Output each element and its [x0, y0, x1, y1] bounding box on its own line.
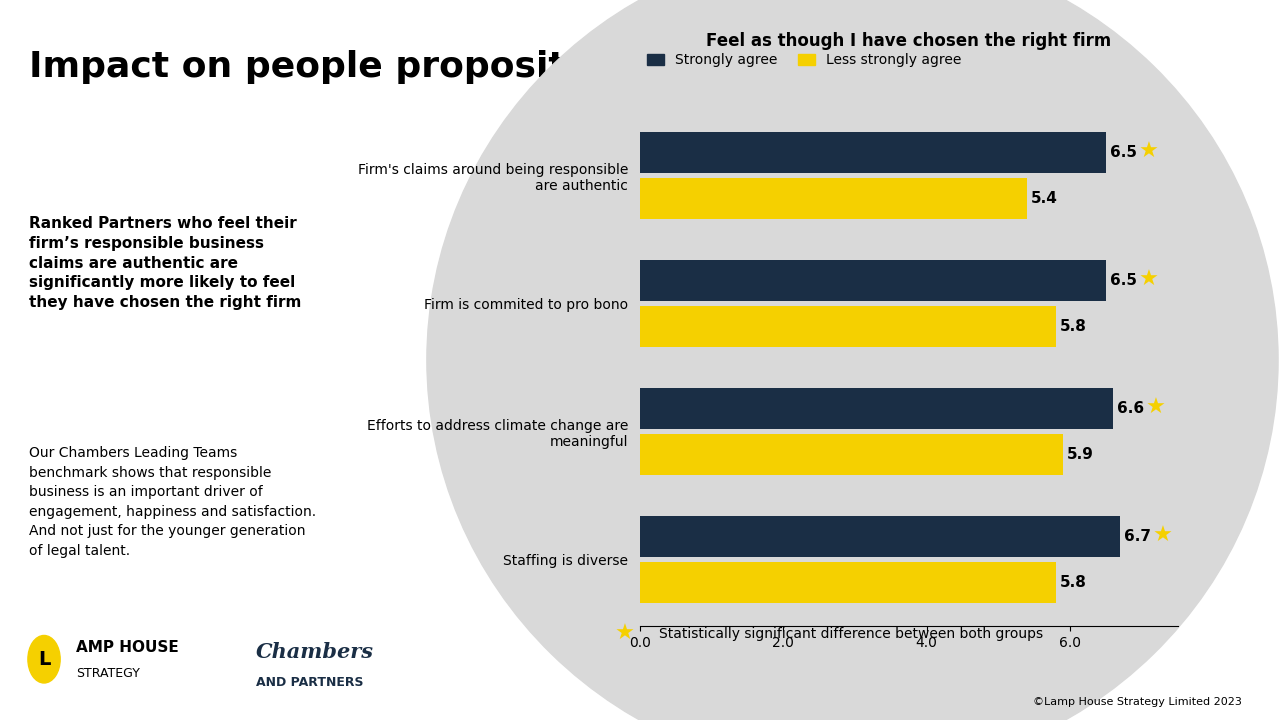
Bar [640, 562, 1056, 603]
Legend: Strongly agree, Less strongly agree: Strongly agree, Less strongly agree [641, 48, 966, 73]
Text: Ranked Partners who feel their
firm’s responsible business
claims are authentic : Ranked Partners who feel their firm’s re… [29, 216, 302, 310]
Text: 5.4: 5.4 [1030, 191, 1057, 206]
Text: 6.7: 6.7 [1124, 528, 1151, 544]
Bar [640, 516, 1120, 557]
Text: ©Lamp House Strategy Limited 2023: ©Lamp House Strategy Limited 2023 [1033, 697, 1242, 707]
Text: Our Chambers Leading Teams
benchmark shows that responsible
business is an impor: Our Chambers Leading Teams benchmark sho… [29, 446, 316, 558]
Text: ★: ★ [1138, 270, 1158, 290]
Bar [640, 306, 1056, 347]
Bar [640, 178, 1027, 219]
Text: 5.8: 5.8 [1060, 575, 1087, 590]
Text: ★: ★ [1146, 398, 1165, 418]
Text: Chambers: Chambers [256, 642, 374, 662]
Title: Feel as though I have chosen the right firm: Feel as though I have chosen the right f… [707, 32, 1111, 50]
Text: AMP HOUSE: AMP HOUSE [77, 641, 179, 655]
Text: 6.5: 6.5 [1110, 145, 1137, 160]
Bar [640, 260, 1106, 301]
Text: ★: ★ [1152, 526, 1172, 546]
Text: 6.6: 6.6 [1116, 401, 1144, 415]
Text: ★: ★ [614, 624, 635, 644]
Bar [640, 387, 1114, 428]
Bar [640, 132, 1106, 173]
Text: 5.8: 5.8 [1060, 319, 1087, 333]
Text: AND PARTNERS: AND PARTNERS [256, 676, 364, 689]
Text: Statistically significant difference between both groups: Statistically significant difference bet… [659, 626, 1043, 641]
Text: ★: ★ [1138, 142, 1158, 162]
Text: L: L [38, 649, 50, 669]
Ellipse shape [428, 0, 1277, 720]
Bar [640, 433, 1062, 474]
Text: STRATEGY: STRATEGY [77, 667, 141, 680]
Ellipse shape [28, 636, 60, 683]
Text: 6.5: 6.5 [1110, 273, 1137, 287]
Text: Impact on people proposition: Impact on people proposition [29, 50, 628, 84]
Text: 5.9: 5.9 [1066, 447, 1093, 462]
